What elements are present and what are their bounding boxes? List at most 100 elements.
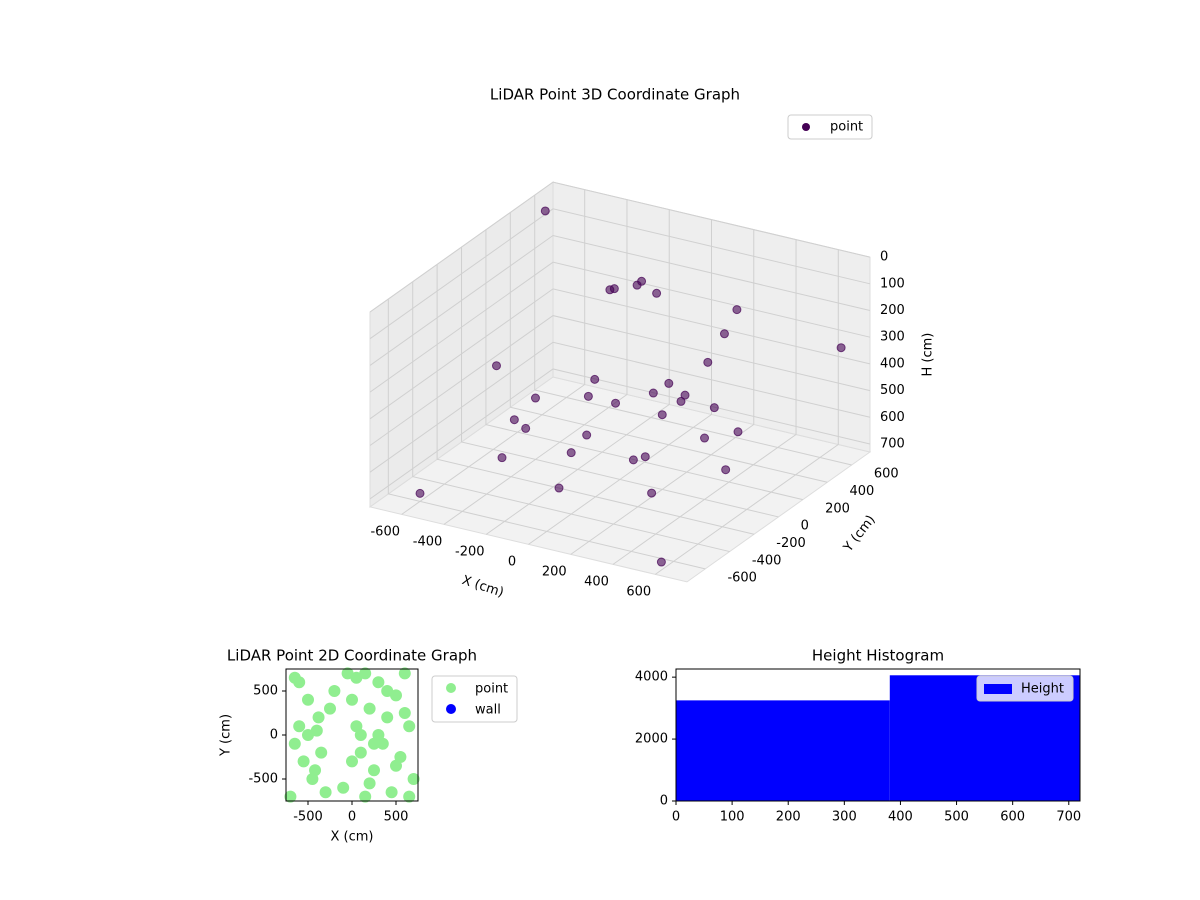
plot-frame [675,668,1081,802]
point [346,693,358,706]
grid-line [570,229,755,555]
point [284,790,297,803]
y-tick-label: 500 [253,684,278,699]
point [656,557,666,567]
z-tick-label: 500 [880,383,905,398]
x-tick-label: 0 [672,810,680,825]
point [324,702,336,715]
point [583,391,593,401]
point [407,773,420,785]
point [605,285,615,295]
y-tick-label: -200 [776,536,806,551]
chart-title: Height Histogram [812,647,944,665]
grid-line [369,181,871,313]
x-tick-label: 100 [720,810,745,825]
x-axis-label: X (cm) [460,573,506,601]
y-tick-label: -500 [248,772,278,787]
grid-line [534,195,852,466]
point [664,378,674,388]
point [359,667,372,680]
x-tick-label: 500 [944,810,969,825]
point [497,453,507,463]
point [293,720,306,733]
grid-line [654,249,839,575]
point [337,781,350,794]
x-tick-label: 600 [1000,810,1025,825]
grid-line [461,247,779,518]
y-tick-label: 0 [801,519,809,534]
point [346,755,358,768]
point [359,790,372,803]
z-tick-label: 0 [880,250,888,265]
legend-patch [984,684,1012,694]
x-tick-label: -200 [455,545,485,560]
point [611,398,621,408]
point [310,724,323,737]
point [647,488,657,498]
grid-line [369,234,871,366]
point [628,455,638,465]
x-tick-label: 200 [542,565,567,580]
point [530,393,540,403]
grid-line [369,208,871,340]
grid-line [412,281,730,553]
grid-line [485,229,803,501]
y-axis-label: Y (cm) [840,513,878,556]
grid-line [443,199,628,525]
point [350,720,363,733]
bar [676,700,890,801]
grid-line [401,189,586,515]
point [509,415,519,425]
grid-line [369,261,871,393]
grid-line [369,341,871,473]
x-tick-label: 400 [888,810,913,825]
point [676,396,686,406]
point [297,755,310,768]
grid-line [369,288,871,420]
point [328,685,341,697]
z-axis-label: H (cm) [920,333,935,377]
point [312,711,325,724]
x-tick-label: 600 [626,585,651,600]
point [398,707,411,719]
point [415,488,425,498]
point [363,702,376,715]
grid-line [612,239,797,565]
point [640,452,650,462]
y-tick-label: 200 [825,501,850,516]
x-axis-label: X (cm) [331,830,374,845]
z-tick-label: 400 [880,356,905,371]
grid-line [436,264,755,535]
point [700,433,710,443]
x-tick-label: 700 [1056,810,1081,825]
point [381,685,394,697]
legend-label: Height [1021,682,1064,697]
point [319,786,332,799]
y-tick-label: 400 [849,484,874,499]
point [390,759,402,772]
legend-box [787,114,873,140]
grid-line [387,299,706,570]
x-tick-label: 500 [384,810,409,825]
y-tick-label: 0 [660,794,668,809]
point [372,676,385,689]
point [657,410,667,420]
y-tick-label: 600 [874,467,899,482]
point [709,403,719,413]
point [385,786,398,799]
point [582,430,592,440]
point [381,711,394,724]
y-tick-label: -600 [727,571,757,586]
x-tick-label: -600 [370,525,400,540]
z-tick-label: 600 [880,410,905,425]
y-axis-label: Y (cm) [219,714,234,757]
legend-marker [802,123,810,131]
grid-line [528,219,712,545]
point [554,483,564,493]
x-tick-label: 300 [832,810,857,825]
point [540,206,550,216]
grid-line [509,212,828,483]
grid-line [485,209,670,535]
legend-label: wall [475,703,501,718]
point [403,790,416,803]
